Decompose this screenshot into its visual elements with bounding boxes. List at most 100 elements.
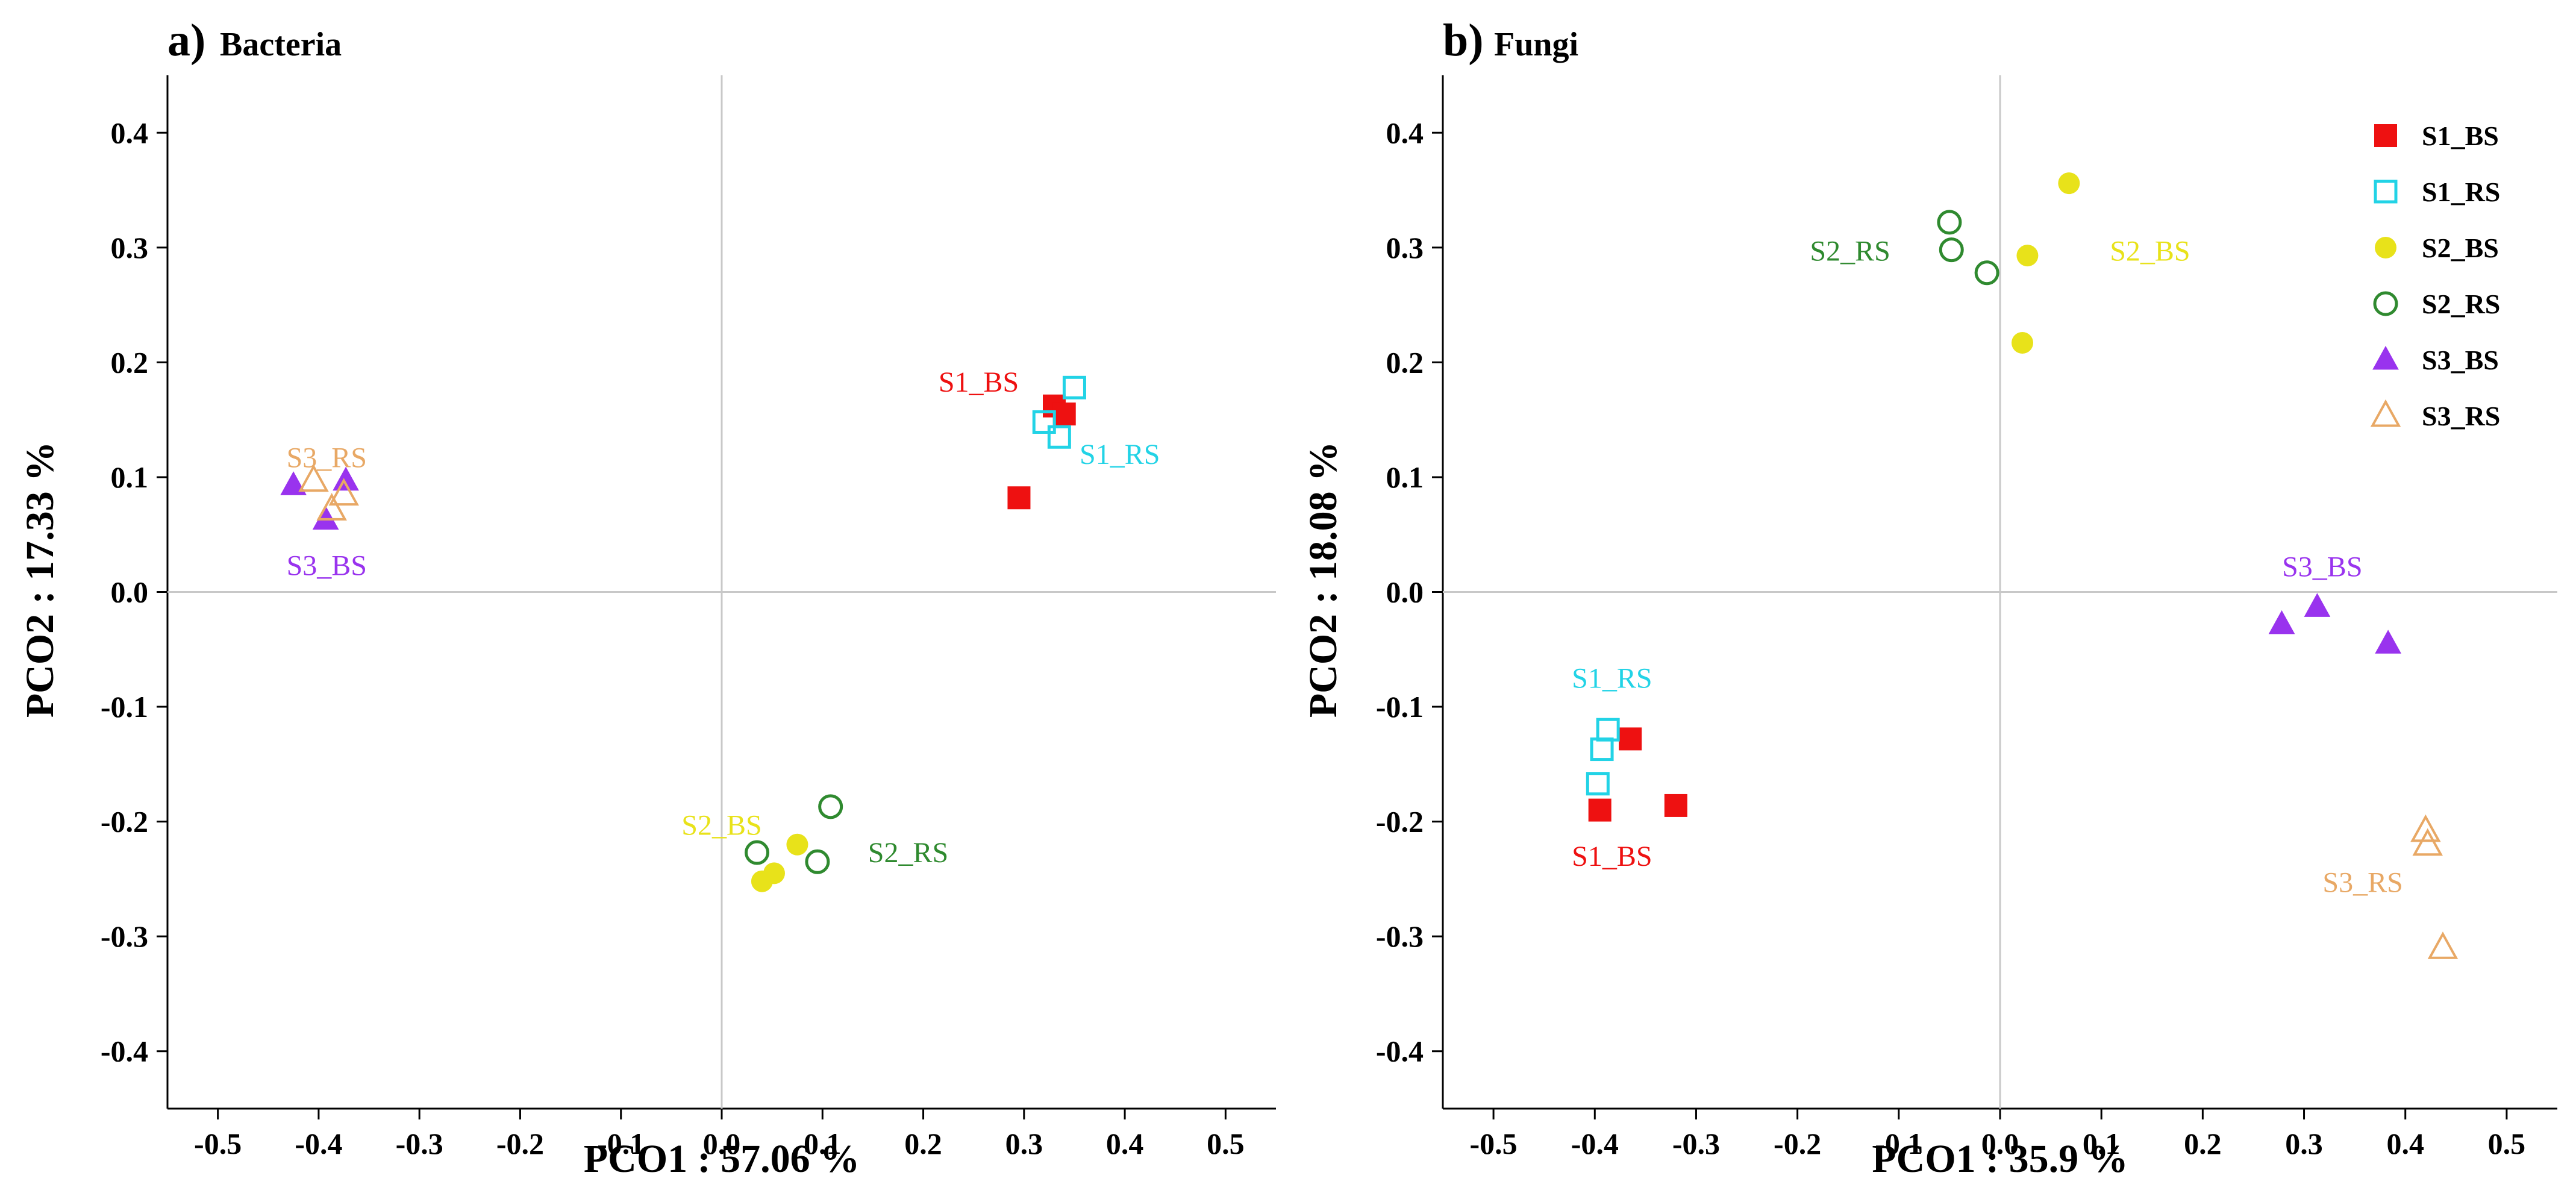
y-tick-label: 0.2	[1386, 345, 1424, 379]
point-s3-bs	[312, 506, 339, 530]
legend-marker-s3-bs	[2372, 346, 2399, 370]
point-s1-rs	[1596, 718, 1620, 742]
point-s3-bs	[333, 466, 359, 491]
y-tick-label: 0.1	[1386, 460, 1424, 494]
y-tick-label: 0.0	[111, 575, 149, 609]
x-tick-label: 0.1	[804, 1127, 842, 1160]
point-s1-rs	[1062, 375, 1086, 399]
x-tick-label: -0.4	[295, 1127, 342, 1160]
panel-a-letter: a)	[167, 15, 205, 66]
point-s1-rs	[1032, 410, 1056, 434]
y-tick-label: 0.4	[111, 116, 149, 149]
panel-a-plot: -0.5 -0.4 -0.3 -0.2 -0.1 0.0 0.1 0.2 0.3 0.4 0.5 0.…	[101, 75, 1276, 1160]
group-label-s2-rs: S2_RS	[1810, 236, 1890, 268]
point-s1-rs	[1586, 772, 1610, 796]
y-tick-label: -0.1	[1376, 690, 1424, 724]
panel-a-title: Bacteria	[220, 26, 342, 63]
y-tick-label: -0.1	[101, 690, 148, 724]
point-s2-rs	[805, 849, 830, 874]
group-label-s2-bs: S2_BS	[2110, 236, 2190, 268]
group-label-s2-bs: S2_BS	[681, 809, 761, 841]
group-label-s1-bs: S1_BS	[939, 366, 1019, 398]
panel-b-plot: -0.5 -0.4 -0.3 -0.2 -0.1 0.0 0.1 0.2 0.3 0.4 0.5 0.…	[1376, 75, 2557, 1160]
legend: S1_BS S1_RS S2_BS S2_RS S3_BS S3_RS	[2370, 121, 2500, 431]
y-tick-label: 0.3	[111, 231, 149, 265]
point-s3-rs	[298, 464, 329, 492]
y-tick-label: -0.3	[101, 919, 148, 953]
legend-label-s3-bs: S3_BS	[2422, 345, 2499, 375]
point-s2-bs	[786, 833, 808, 856]
x-tick-label: 0.1	[2083, 1127, 2121, 1160]
x-tick-label: 0.4	[2386, 1127, 2424, 1160]
legend-marker-s2-bs	[2375, 237, 2396, 258]
panel-b-y-axis-title: PCO2 : 18.08 %	[1301, 442, 1345, 718]
point-s2-bs	[2058, 172, 2080, 195]
y-tick-label: 0.4	[1386, 116, 1424, 149]
y-tick-label: -0.2	[101, 805, 148, 839]
group-label-s3-bs: S3_BS	[287, 550, 367, 582]
point-s1-bs	[1619, 727, 1642, 751]
point-s1-rs	[1590, 737, 1614, 762]
point-s2-rs	[745, 840, 770, 865]
x-tick-label: -0.2	[1774, 1127, 1821, 1160]
x-tick-label: 0.2	[2184, 1127, 2222, 1160]
point-s3-rs	[2427, 931, 2459, 959]
group-label-s3-rs: S3_RS	[2322, 867, 2402, 899]
x-tick-label: -0.5	[1470, 1127, 1518, 1160]
point-s3-rs	[316, 493, 347, 521]
x-tick-label: -0.1	[1875, 1127, 1922, 1160]
panel-a-x-axis-title: PCO1 : 57.06 %	[584, 1137, 860, 1181]
legend-marker-s2-rs	[2373, 291, 2398, 316]
legend-marker-s3-rs	[2370, 399, 2401, 427]
legend-label-s1-rs: S1_RS	[2422, 177, 2500, 207]
y-tick-label: -0.3	[1376, 919, 1424, 953]
panel-b-x-axis-title: PCO1 : 35.9 %	[1872, 1137, 2128, 1181]
panel-fungi: b) Fungi -0.5 -0.4 -0.3 -0.2 -0.1 0.0 0.1 0.2 0.…	[1301, 15, 2557, 1181]
group-label-s3-rs: S3_RS	[287, 442, 367, 474]
legend-label-s3-rs: S3_RS	[2422, 401, 2500, 431]
point-s2-rs	[1937, 210, 1962, 235]
panel-bacteria: a) Bacteria -0.5 -0.4 -0.3 -0.2 -0.1 0.0 0.1 0.…	[18, 15, 1276, 1181]
point-s1-bs	[1588, 798, 1612, 822]
y-tick-label: 0.3	[1386, 231, 1424, 265]
group-label-s2-rs: S2_RS	[868, 837, 948, 869]
x-tick-label: 0.5	[2488, 1127, 2526, 1160]
point-s2-bs	[763, 862, 785, 884]
point-s1-bs	[1052, 402, 1076, 426]
point-s2-bs	[2016, 245, 2039, 267]
point-s3-bs	[2375, 630, 2401, 654]
group-label-s1-rs: S1_RS	[1572, 662, 1652, 694]
x-tick-label: 0.0	[703, 1127, 741, 1160]
x-tick-label: -0.3	[1672, 1127, 1720, 1160]
group-label-s1-rs: S1_RS	[1080, 439, 1160, 471]
x-tick-label: 0.3	[2285, 1127, 2323, 1160]
point-s1-bs	[1007, 486, 1031, 510]
x-tick-label: 0.4	[1106, 1127, 1144, 1160]
x-tick-label: 0.0	[1981, 1127, 2019, 1160]
point-s2-rs	[818, 794, 843, 819]
x-tick-label: -0.5	[194, 1127, 242, 1160]
y-tick-label: -0.4	[1376, 1035, 1424, 1068]
point-s2-bs	[2012, 331, 2033, 354]
y-tick-label: 0.2	[111, 345, 149, 379]
legend-marker-s1-bs	[2374, 124, 2397, 147]
x-tick-label: 0.5	[1207, 1127, 1245, 1160]
x-tick-label: -0.1	[597, 1127, 645, 1160]
point-s1-bs	[1664, 794, 1687, 817]
point-s3-rs	[2412, 828, 2443, 856]
legend-label-s2-rs: S2_RS	[2422, 289, 2500, 319]
y-tick-label: 0.0	[1386, 575, 1424, 609]
x-tick-label: 0.3	[1005, 1127, 1043, 1160]
panel-a-y-axis-title: PCO2 : 17.33 %	[18, 442, 62, 718]
panel-b-title: Fungi	[1494, 26, 1578, 63]
point-s3-rs	[2410, 814, 2441, 842]
group-label-s1-bs: S1_BS	[1572, 840, 1652, 872]
point-s2-rs	[1939, 237, 1964, 263]
legend-label-s1-bs: S1_BS	[2422, 121, 2499, 151]
point-s1-rs	[1047, 425, 1071, 449]
x-tick-label: -0.4	[1571, 1127, 1619, 1160]
y-tick-label: -0.4	[101, 1035, 148, 1068]
y-tick-label: 0.1	[111, 460, 149, 494]
point-s3-bs	[2268, 610, 2295, 634]
